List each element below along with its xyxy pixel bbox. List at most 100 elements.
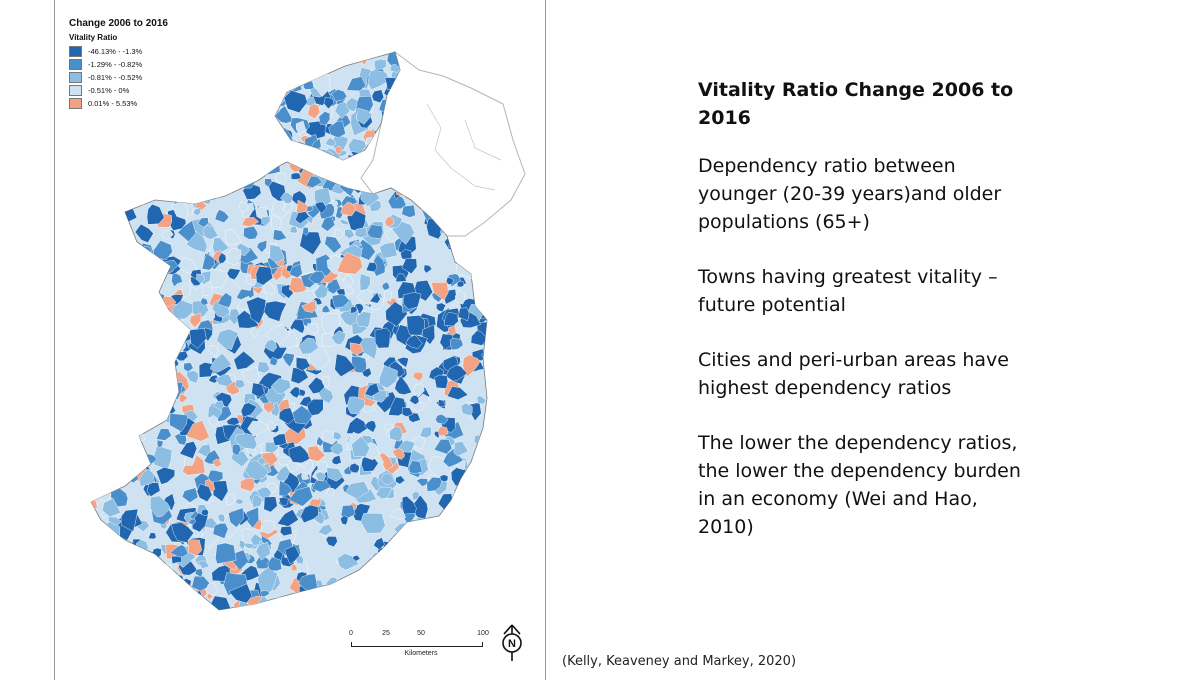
electoral-division [123, 556, 138, 571]
legend-swatch [69, 72, 82, 83]
electoral-division [309, 345, 331, 371]
electoral-division [148, 298, 160, 312]
electoral-division [437, 399, 446, 407]
electoral-division [159, 167, 172, 179]
electoral-division [107, 190, 128, 210]
electoral-division [107, 225, 125, 246]
electoral-division [447, 522, 461, 534]
electoral-division [306, 175, 323, 189]
electoral-division [489, 340, 498, 345]
electoral-division [463, 570, 480, 589]
electoral-division [339, 55, 353, 66]
electoral-division [260, 105, 273, 120]
electoral-division [208, 414, 219, 428]
electoral-division [234, 498, 245, 505]
electoral-division [135, 163, 143, 173]
electoral-division [441, 603, 458, 610]
electoral-division [92, 447, 109, 465]
electoral-division [346, 76, 367, 92]
electoral-division [287, 74, 300, 86]
electoral-division [235, 52, 251, 64]
electoral-division [108, 315, 117, 327]
electoral-division [462, 354, 481, 378]
electoral-division [310, 74, 331, 98]
electoral-division [367, 70, 390, 90]
electoral-division [439, 474, 449, 483]
electoral-division [101, 558, 110, 568]
electoral-division [143, 254, 159, 268]
electoral-division [104, 565, 114, 573]
electoral-division [202, 224, 219, 240]
electoral-division [311, 479, 332, 493]
paragraph-towns-vitality: Towns having greatest vitality – future … [698, 266, 998, 316]
electoral-division [459, 525, 469, 535]
electoral-division [416, 478, 429, 487]
electoral-division [200, 297, 209, 306]
electoral-division [267, 556, 282, 572]
electoral-division [394, 375, 412, 395]
electoral-division [91, 279, 117, 305]
paragraph-lower-dependency: The lower the dependency ratios, the low… [698, 432, 1021, 538]
legend-label: -0.81% - -0.52% [88, 73, 143, 82]
electoral-division [340, 515, 349, 526]
electoral-division [354, 227, 368, 238]
electoral-division [102, 555, 113, 573]
electoral-division [455, 290, 466, 305]
electoral-division [460, 556, 472, 567]
electoral-division [377, 578, 387, 589]
electoral-division [107, 408, 120, 424]
electoral-division [205, 582, 219, 597]
electoral-division [479, 292, 487, 310]
electoral-division [445, 555, 465, 573]
electoral-division [140, 566, 161, 580]
electoral-division [353, 592, 373, 610]
electoral-division [383, 571, 401, 588]
electoral-division [472, 532, 485, 546]
north-arrow-icon: N [502, 624, 522, 661]
electoral-division [282, 202, 293, 213]
map-legend: Change 2006 to 2016 Vitality Ratio -46.1… [69, 18, 168, 110]
electoral-division [138, 140, 159, 160]
electoral-division [115, 445, 137, 467]
electoral-division [356, 311, 372, 328]
electoral-division [460, 502, 480, 523]
electoral-division [159, 578, 186, 603]
electoral-division [486, 246, 487, 263]
electoral-division [196, 483, 213, 502]
electoral-division [222, 132, 236, 145]
electoral-division [360, 513, 386, 534]
electoral-division [226, 125, 238, 138]
electoral-division [92, 441, 106, 454]
electoral-division [300, 504, 319, 524]
electoral-division [214, 52, 237, 72]
electoral-division [153, 404, 165, 416]
electoral-division [423, 52, 447, 67]
electoral-division [355, 52, 376, 61]
electoral-division [208, 345, 219, 358]
electoral-division [392, 553, 418, 574]
electoral-division [489, 449, 498, 460]
electoral-division [212, 458, 222, 468]
electoral-division [362, 367, 372, 378]
electoral-division [228, 507, 245, 528]
electoral-division [245, 134, 257, 145]
electoral-division [96, 254, 111, 269]
electoral-division [104, 253, 121, 273]
electoral-division [102, 451, 118, 463]
electoral-division [396, 357, 409, 368]
electoral-division [439, 333, 454, 351]
electoral-division [307, 599, 322, 610]
electoral-division [156, 439, 164, 448]
electoral-division [423, 264, 433, 274]
electoral-division [130, 577, 149, 595]
electoral-division [101, 166, 115, 183]
electoral-division [384, 215, 395, 227]
electoral-division [458, 307, 470, 322]
electoral-division [257, 143, 268, 152]
paragraph-dependency-ratio: Dependency ratio between younger (20-39 … [698, 155, 1002, 233]
electoral-division [140, 260, 162, 280]
electoral-division [449, 552, 464, 564]
electoral-division [368, 558, 387, 579]
electoral-division [456, 280, 465, 288]
electoral-division [112, 418, 129, 438]
